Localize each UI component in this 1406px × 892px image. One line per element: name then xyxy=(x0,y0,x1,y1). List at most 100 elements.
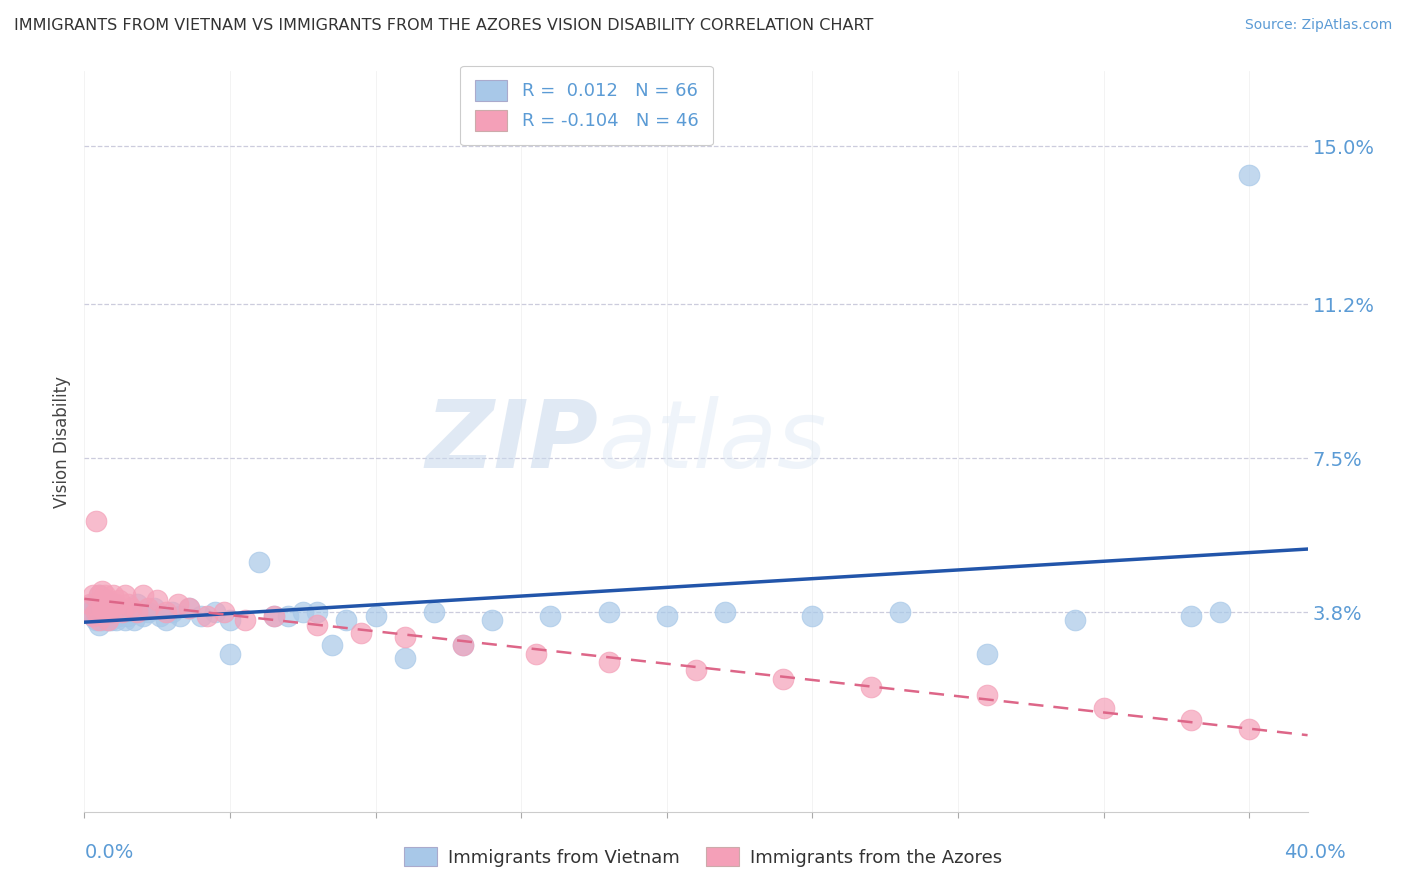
Point xyxy=(277,609,299,624)
Point xyxy=(93,592,115,607)
Point xyxy=(111,605,134,619)
Point xyxy=(307,617,329,632)
Point xyxy=(117,597,139,611)
Point xyxy=(394,650,416,665)
Point xyxy=(100,614,122,628)
Point xyxy=(169,609,191,624)
Point xyxy=(1063,614,1085,628)
Y-axis label: Vision Disability: Vision Disability xyxy=(53,376,72,508)
Text: 40.0%: 40.0% xyxy=(1284,843,1346,862)
Point xyxy=(84,514,107,528)
Point xyxy=(87,617,110,632)
Point xyxy=(114,589,136,603)
Point xyxy=(87,589,110,603)
Point xyxy=(481,614,503,628)
Point xyxy=(97,592,120,607)
Point xyxy=(263,609,285,624)
Point xyxy=(87,614,110,628)
Point xyxy=(103,597,125,611)
Point xyxy=(364,609,387,624)
Point xyxy=(307,605,329,619)
Point xyxy=(90,601,112,615)
Point xyxy=(122,614,145,628)
Point xyxy=(117,609,139,624)
Text: IMMIGRANTS FROM VIETNAM VS IMMIGRANTS FROM THE AZORES VISION DISABILITY CORRELAT: IMMIGRANTS FROM VIETNAM VS IMMIGRANTS FR… xyxy=(14,18,873,33)
Point xyxy=(1239,722,1261,736)
Point xyxy=(598,655,620,669)
Point xyxy=(87,589,110,603)
Point xyxy=(82,597,104,611)
Point xyxy=(155,614,177,628)
Point xyxy=(108,601,131,615)
Point xyxy=(1180,713,1202,727)
Point xyxy=(538,609,561,624)
Point xyxy=(321,638,343,652)
Point xyxy=(1180,609,1202,624)
Point xyxy=(82,609,104,624)
Point xyxy=(103,609,125,624)
Point xyxy=(219,614,242,628)
Point xyxy=(714,605,737,619)
Point xyxy=(93,609,115,624)
Point xyxy=(108,592,131,607)
Point xyxy=(103,589,125,603)
Point xyxy=(93,605,115,619)
Point xyxy=(233,614,256,628)
Point xyxy=(111,605,134,619)
Point xyxy=(100,605,122,619)
Point xyxy=(423,605,446,619)
Text: ZIP: ZIP xyxy=(425,395,598,488)
Point xyxy=(108,609,131,624)
Text: 0.0%: 0.0% xyxy=(84,843,135,862)
Point xyxy=(90,614,112,628)
Point xyxy=(655,609,678,624)
Point xyxy=(976,647,998,661)
Point xyxy=(247,555,270,569)
Point xyxy=(105,597,128,611)
Point xyxy=(138,605,160,619)
Point xyxy=(84,601,107,615)
Point xyxy=(146,592,169,607)
Point xyxy=(97,614,120,628)
Point xyxy=(685,663,707,677)
Point xyxy=(179,601,201,615)
Point xyxy=(149,609,172,624)
Point xyxy=(772,672,794,686)
Point xyxy=(82,609,104,624)
Point xyxy=(1209,605,1232,619)
Point xyxy=(212,605,235,619)
Point xyxy=(131,589,153,603)
Point xyxy=(84,614,107,628)
Point xyxy=(100,601,122,615)
Point xyxy=(103,605,125,619)
Point xyxy=(166,597,188,611)
Point xyxy=(143,601,166,615)
Point xyxy=(120,605,142,619)
Point xyxy=(179,601,201,615)
Point xyxy=(219,647,242,661)
Point xyxy=(125,605,148,619)
Legend: Immigrants from Vietnam, Immigrants from the Azores: Immigrants from Vietnam, Immigrants from… xyxy=(396,840,1010,874)
Point xyxy=(190,609,212,624)
Point xyxy=(801,609,824,624)
Point xyxy=(524,647,547,661)
Point xyxy=(291,605,314,619)
Point xyxy=(859,680,882,694)
Point xyxy=(97,601,120,615)
Point xyxy=(131,609,153,624)
Point xyxy=(204,605,226,619)
Point xyxy=(889,605,911,619)
Point xyxy=(155,605,177,619)
Point xyxy=(105,605,128,619)
Point xyxy=(335,614,357,628)
Point xyxy=(120,601,142,615)
Point xyxy=(105,614,128,628)
Point xyxy=(451,638,474,652)
Point xyxy=(97,614,120,628)
Point xyxy=(598,605,620,619)
Point xyxy=(138,601,160,615)
Point xyxy=(87,605,110,619)
Point xyxy=(160,605,183,619)
Point xyxy=(195,609,218,624)
Point xyxy=(93,605,115,619)
